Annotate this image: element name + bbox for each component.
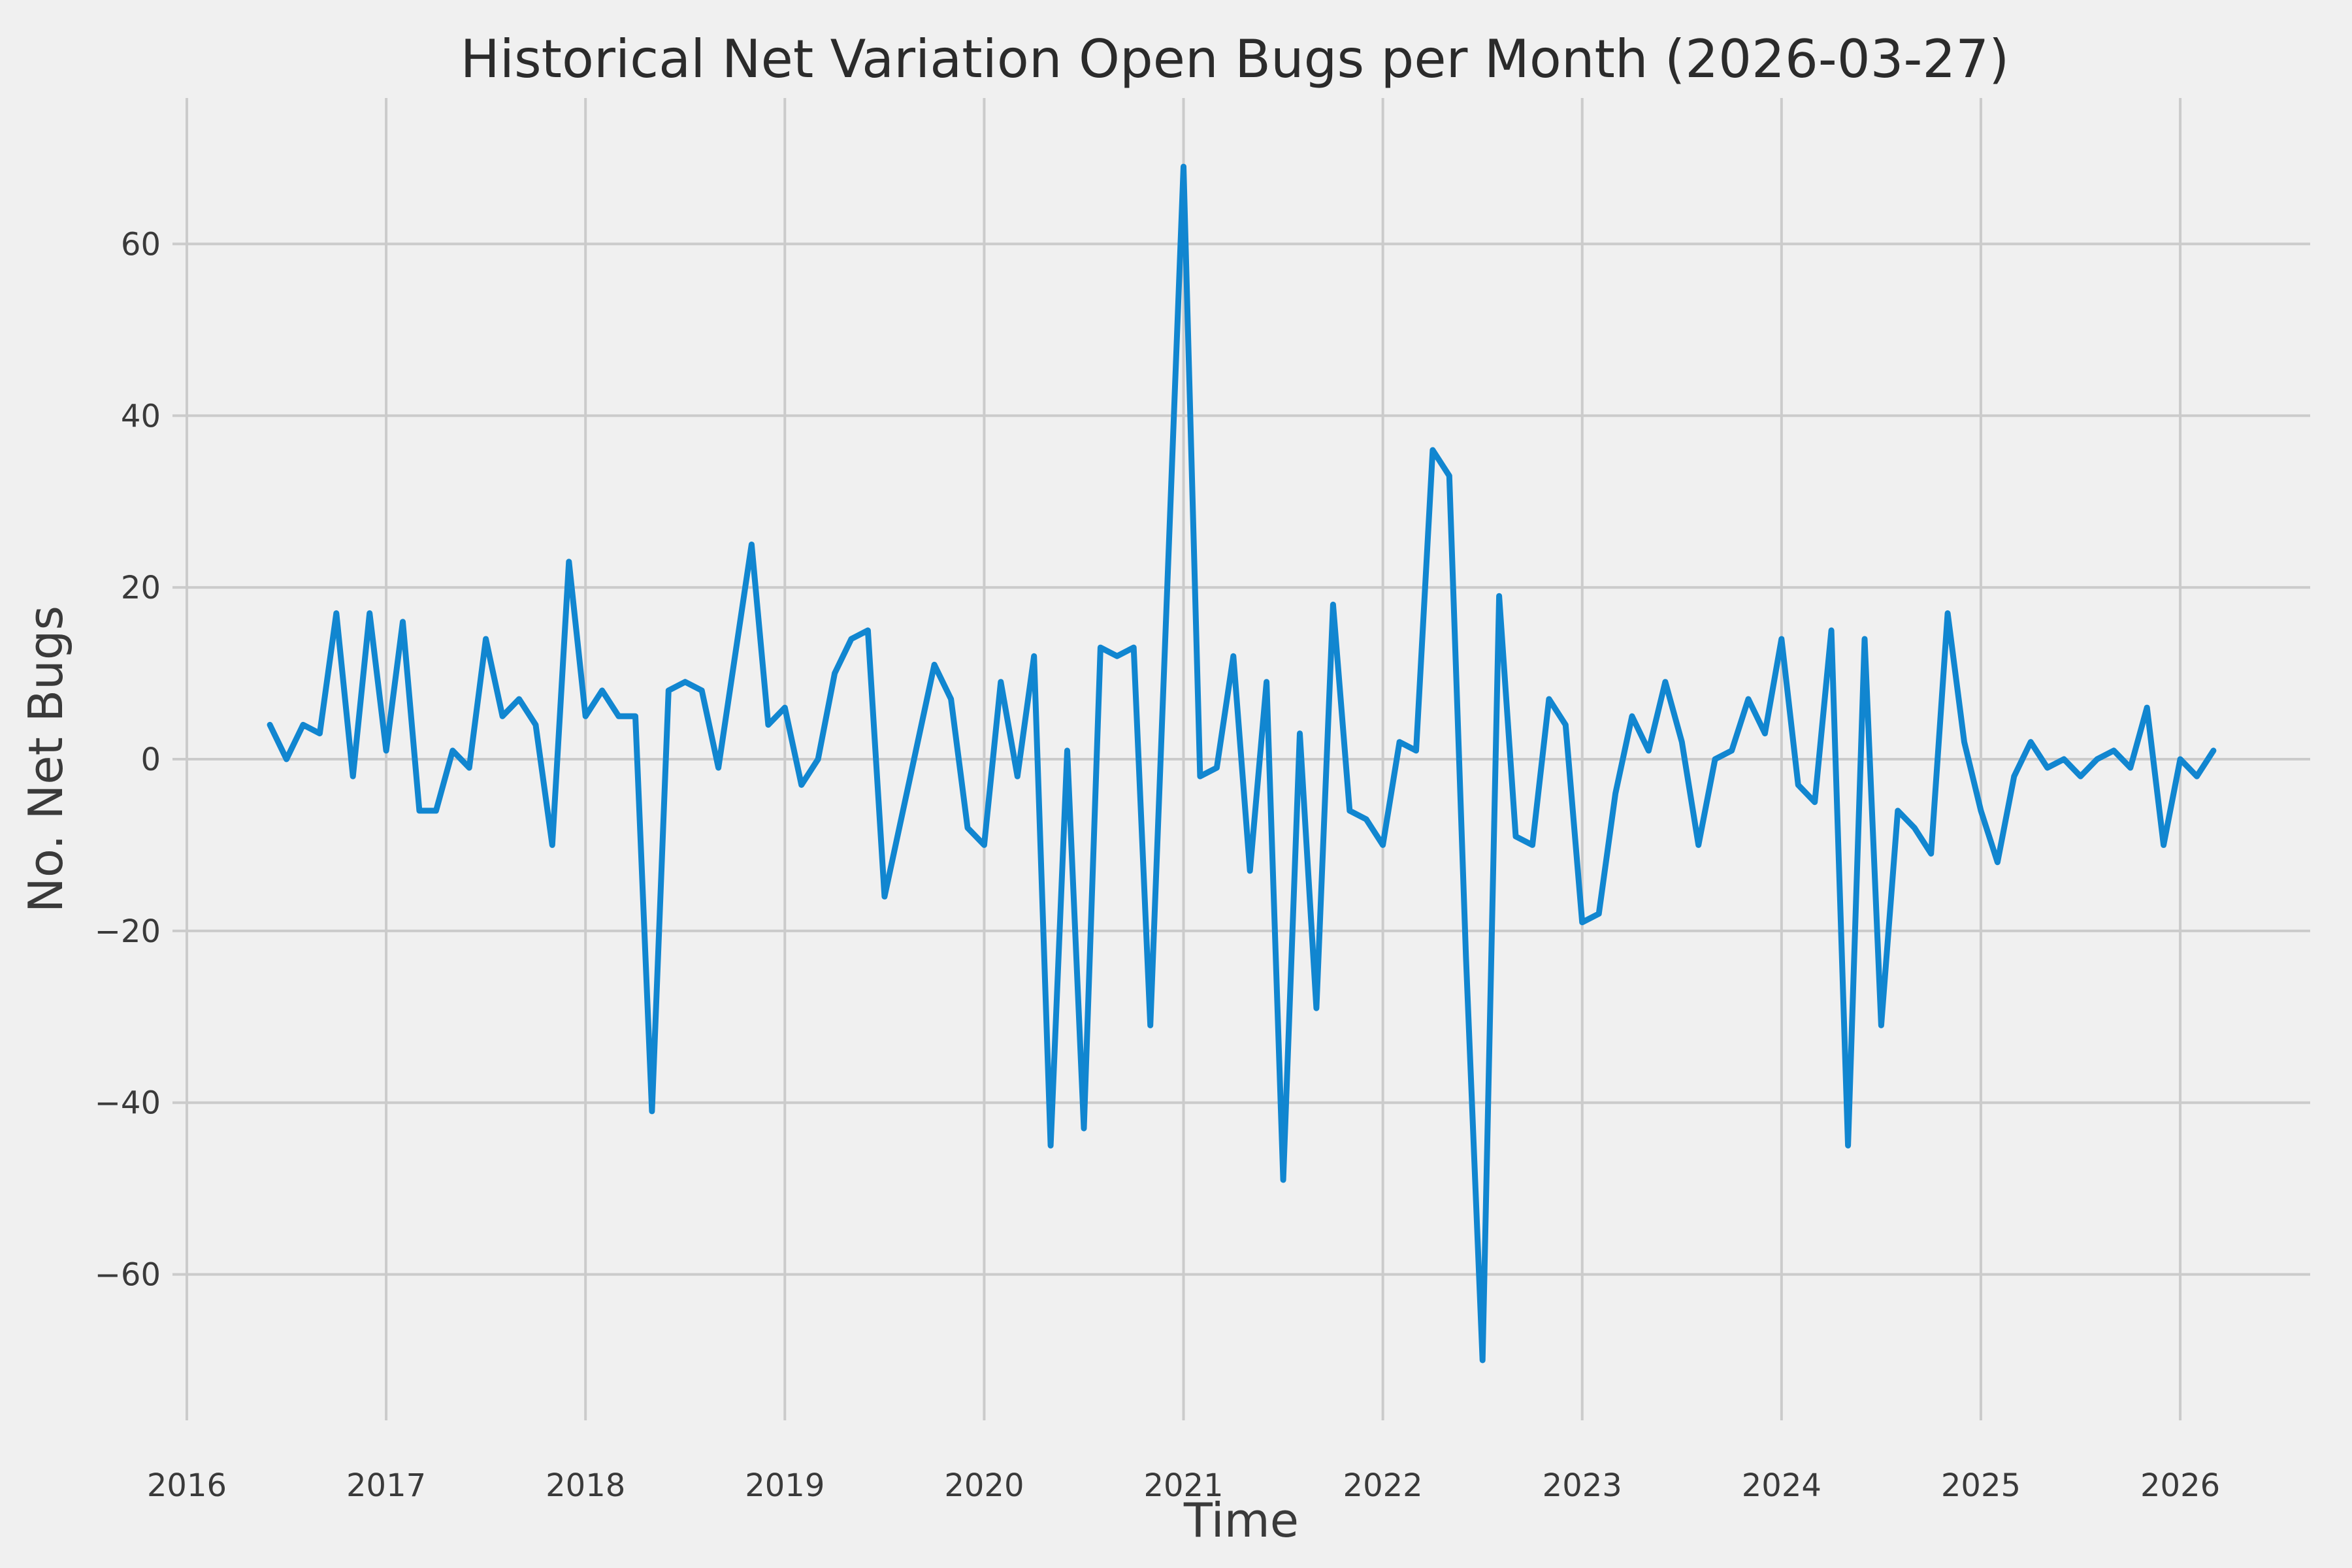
y-tick-label: −60 (95, 1257, 161, 1294)
chart-title: Historical Net Variation Open Bugs per M… (461, 29, 2010, 90)
y-tick-label: −20 (95, 913, 161, 950)
x-tick-label: 2016 (147, 1467, 227, 1504)
x-tick-label: 2018 (546, 1467, 625, 1504)
y-axis-label: No. Net Bugs (18, 606, 73, 913)
x-axis-tick-labels: 2016 2017 2018 2019 2020 2021 2022 2023 2024 2025… (147, 1467, 2220, 1504)
y-tick-label: 60 (121, 226, 161, 263)
y-tick-label: 0 (140, 742, 161, 778)
x-axis-label: Time (1183, 1493, 1299, 1548)
x-tick-label: 2021 (1143, 1467, 1223, 1504)
x-tick-label: 2022 (1343, 1467, 1423, 1504)
x-tick-label: 2017 (346, 1467, 426, 1504)
net-bugs-line-series (267, 163, 2217, 1364)
x-tick-label: 2019 (745, 1467, 825, 1504)
x-tick-label: 2024 (1742, 1467, 1821, 1504)
y-axis-tick-labels: −60 −40 −20 0 20 40 60 (95, 226, 161, 1293)
x-tick-label: 2025 (1941, 1467, 2021, 1504)
horizontal-gridlines (172, 242, 2310, 1276)
y-tick-label: 20 (121, 570, 161, 606)
y-tick-label: 40 (121, 398, 161, 434)
x-tick-label: 2023 (1543, 1467, 1622, 1504)
x-tick-label: 2026 (2140, 1467, 2220, 1504)
x-tick-label: 2020 (944, 1467, 1024, 1504)
y-tick-label: −40 (95, 1085, 161, 1122)
